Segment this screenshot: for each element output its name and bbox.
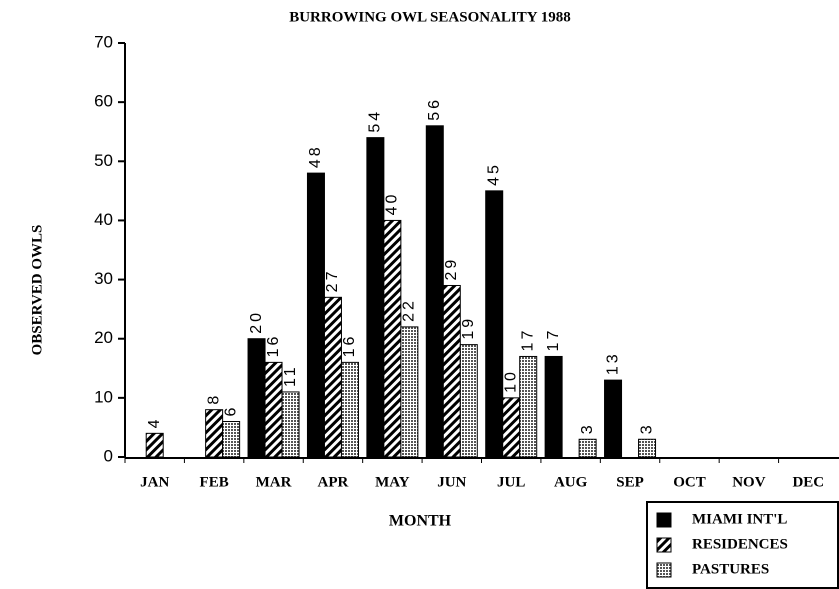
x-tick-label: OCT (673, 474, 706, 490)
bar (604, 379, 623, 458)
data-label: 27 (324, 269, 341, 293)
x-tick-label: AUG (554, 474, 588, 490)
bar (264, 361, 283, 458)
bar (145, 432, 164, 458)
bar (425, 125, 444, 458)
data-label: 54 (367, 109, 384, 133)
data-label: 11 (282, 364, 299, 387)
bar (578, 438, 597, 458)
data-label: 4 (146, 416, 163, 428)
y-tick-label: 30 (94, 269, 113, 288)
bar (383, 219, 402, 458)
data-label: 6 (222, 405, 239, 417)
bar (222, 421, 241, 458)
x-tick-label: JAN (140, 474, 169, 490)
data-label: 3 (579, 422, 596, 434)
y-tick-label: 10 (94, 387, 113, 406)
data-label: 16 (265, 334, 282, 358)
bar (247, 338, 266, 458)
bar (281, 391, 300, 458)
x-tick-label: NOV (732, 474, 766, 490)
data-label: 40 (384, 192, 401, 216)
data-label: 56 (426, 97, 443, 121)
bar (638, 438, 657, 458)
x-tick-label: FEB (200, 474, 229, 490)
data-label: 22 (401, 298, 418, 322)
x-tick-label: SEP (616, 474, 644, 490)
x-tick-label: MAY (375, 474, 410, 490)
y-axis-label: OBSERVED OWLS (29, 225, 45, 356)
legend-label: MIAMI INT'L (692, 511, 787, 527)
y-tick-label: 70 (94, 32, 113, 51)
bar (340, 361, 359, 458)
legend-box (646, 501, 839, 589)
data-label: 19 (460, 316, 477, 340)
data-label: 17 (545, 328, 562, 352)
data-label: 45 (485, 162, 502, 186)
x-axis-label: MONTH (389, 513, 452, 530)
legend-swatch (656, 537, 672, 553)
bar (485, 190, 504, 458)
bar (205, 409, 224, 458)
bar (459, 344, 478, 458)
legend-swatch (656, 512, 672, 528)
y-tick-label: 40 (94, 210, 113, 229)
data-label: 20 (248, 310, 265, 334)
data-label: 17 (519, 328, 536, 352)
data-label: 10 (502, 369, 519, 393)
legend-label: PASTURES (692, 561, 769, 577)
legend-swatch (656, 562, 672, 578)
bar (544, 355, 563, 458)
bar (442, 284, 461, 458)
x-tick-label: APR (318, 474, 349, 490)
x-tick-label: MAR (256, 474, 292, 490)
bar (519, 355, 538, 458)
x-tick-label: DEC (792, 474, 824, 490)
bar (323, 296, 342, 458)
x-tick-label: JUL (497, 474, 525, 490)
bar (400, 326, 419, 458)
legend-label: RESIDENCES (692, 536, 788, 552)
data-label: 3 (638, 422, 655, 434)
y-tick-label: 60 (94, 92, 113, 111)
y-tick-label: 20 (94, 328, 113, 347)
data-label: 48 (307, 144, 324, 168)
y-tick-label: 50 (94, 151, 113, 170)
chart-title: BURROWING OWL SEASONALITY 1988 (289, 9, 571, 25)
x-tick-label: JUN (437, 474, 466, 490)
data-label: 13 (604, 351, 621, 375)
data-label: 16 (341, 334, 358, 358)
bar (502, 397, 521, 458)
data-label: 8 (205, 393, 222, 405)
data-label: 29 (443, 257, 460, 281)
bar (306, 172, 325, 458)
bar (366, 137, 385, 458)
y-tick-label: 0 (104, 446, 113, 465)
